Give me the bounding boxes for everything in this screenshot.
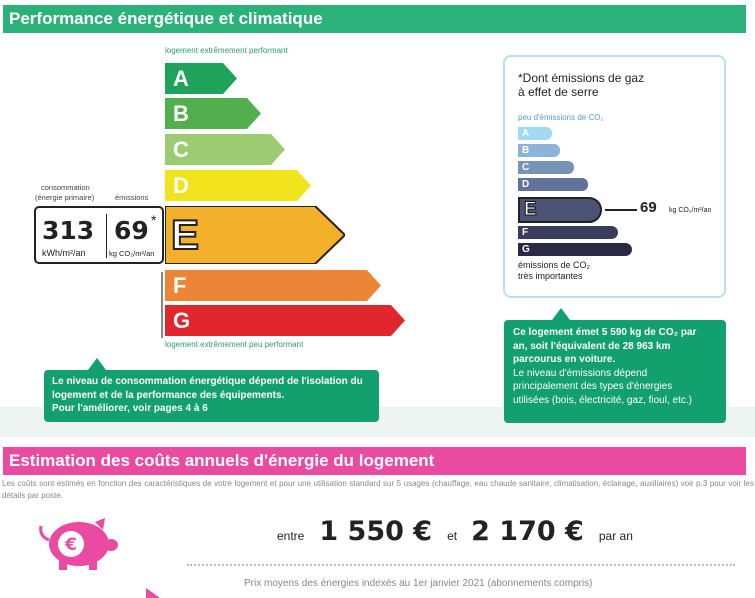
dpe-class-a: A [165,63,237,94]
ges-class-letter: C [522,162,530,173]
dpe-class-e: E [165,206,345,264]
cost-et: et [447,529,458,543]
dpe-class-letter: E [170,210,200,259]
section-header-costs: Estimation des coûts annuels d'énergie d… [3,447,746,475]
prices-note: Prix moyens des énergies indexés au 1er … [244,578,593,589]
scale-divider [161,272,163,338]
emissions-unit: kg CO₂/m²/an [109,249,155,258]
top-performance-label: logement extrêmement performant [165,46,288,55]
dpe-class-c: C [165,134,285,165]
cost-high: 2 170 € [471,516,584,547]
callout-line: parcourus en voiture. [513,354,616,365]
ges-class-letter: A [522,128,530,139]
ges-class-letter: F [522,227,529,238]
callout-line: Pour l'améliorer, voir pages 4 à 6 [52,403,208,414]
ges-bottom-label: émissions de CO₂ très importantes [518,260,590,282]
ges-class-c: C [518,161,574,174]
section-title: Estimation des coûts annuels d'énergie d… [9,451,435,470]
emissions-star: * [151,212,157,228]
euro-symbol: € [64,535,77,555]
consumption-sub-label: (énergie primaire) [35,193,95,202]
section-header-performance: Performance énergétique et climatique [3,5,746,33]
consumption-unit: kWh/m²/an [42,248,86,258]
dpe-class-letter: C [173,136,189,162]
dpe-class-letter: B [173,100,189,126]
cost-par-an: par an [598,529,633,543]
cost-entre: entre [277,529,305,543]
consumption-box: 313 69 * kWh/m²/an kg CO₂/m²/an [34,206,164,264]
pink-arrow-icon [146,588,160,598]
callout-line: logement et de la performance des équipe… [52,389,285,401]
ges-class-a: A [518,127,552,140]
ges-box: *Dont émissions de gaz à effet de serre … [503,55,726,298]
ges-class-f: F [518,226,618,239]
dpe-class-letter: D [173,172,189,198]
ges-title-line: à effet de serre [518,85,599,100]
dpe-class-f: F [165,270,381,301]
dotted-separator [187,564,735,566]
dpe-class-letter: G [173,307,191,333]
ges-class-d: D [518,178,588,191]
dpe-class-b: B [165,98,261,129]
cost-low: 1 550 € [319,516,433,547]
ges-bottom-line: très importantes [518,270,583,281]
callout-line: Le niveau de consommation énergétique dé… [52,376,363,387]
callout-pointer-right [552,308,570,320]
dpe-class-g: G [165,305,405,336]
ges-value: 69 [640,199,657,216]
ges-class-letter: B [522,145,530,156]
emissions-value: 69 [114,216,149,245]
ges-class-letter: G [522,244,530,255]
ges-class-e: E [518,197,602,223]
consumption-value: 313 [42,216,95,245]
costs-note: Les coûts sont estimés en fonction des c… [2,479,754,500]
section-title: Performance énergétique et climatique [9,9,323,28]
piggy-bank-icon: € [39,518,118,570]
callout-line: Le niveau d'émissions dépend [513,367,648,379]
consumption-label: consommation [41,183,90,192]
ges-title-line: *Dont émissions de gaz [518,71,645,85]
callout-line: an, soit l'équivalent de 28 963 km [513,340,671,352]
callout-emissions: Ce logement émet 5 590 kg de CO₂ par an,… [504,320,726,423]
ges-class-g: G [518,243,632,256]
callout-line: principalement des types d'énergies [513,381,673,392]
emissions-label: émissions [115,193,149,202]
ges-value-leader [605,209,637,211]
ges-unit: kg CO₂/m²/an [669,207,712,214]
ges-bottom-line: émissions de CO₂ [518,260,591,270]
ges-class-letter: D [522,179,530,190]
callout-line: Ce logement émet 5 590 kg de CO₂ par [513,327,697,338]
bottom-performance-label: logement extrêmement peu performant [165,340,304,349]
dpe-class-letter: A [173,65,189,91]
callout-consumption: Le niveau de consommation énergétique dé… [44,370,379,422]
ges-class-letter: E [524,199,538,221]
callout-pointer-left [88,358,106,370]
cost-range: entre 1 550 € et 2 170 € par an [277,516,633,547]
ges-top-label: peu d'émissions de CO₂ [518,113,604,122]
box-divider [106,214,107,258]
ges-title: *Dont émissions de gaz à effet de serre [518,71,644,100]
callout-line: utilisées (bois, électricité, gaz, fioul… [513,394,692,406]
ges-class-b: B [518,144,560,157]
dpe-class-letter: F [173,272,187,298]
dpe-class-d: D [165,170,311,201]
